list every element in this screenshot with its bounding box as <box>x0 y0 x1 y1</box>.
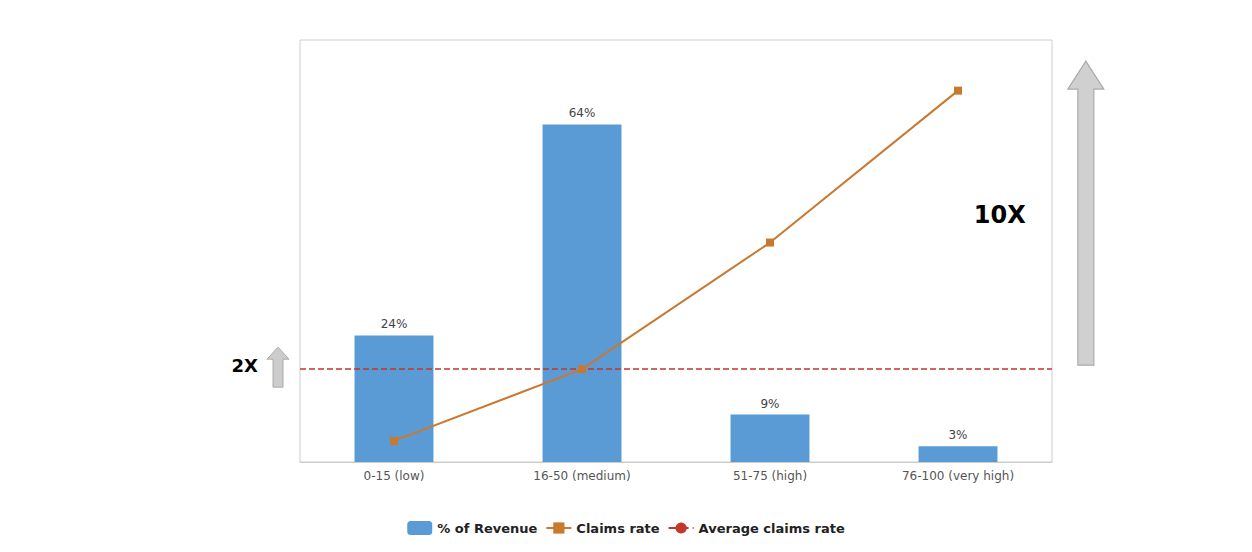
svg-text:Average claims rate: Average claims rate <box>699 521 845 536</box>
svg-text:64%: 64% <box>569 106 596 120</box>
svg-text:51-75 (high): 51-75 (high) <box>733 469 807 483</box>
svg-text:3%: 3% <box>948 428 967 442</box>
svg-text:% of Revenue: % of Revenue <box>437 521 537 536</box>
svg-text:0-15 (low): 0-15 (low) <box>364 469 425 483</box>
svg-text:9%: 9% <box>760 397 779 411</box>
svg-text:Claims rate: Claims rate <box>576 521 659 536</box>
svg-text:24%: 24% <box>381 317 408 331</box>
svg-text:16-50 (medium): 16-50 (medium) <box>533 469 630 483</box>
svg-text:10X: 10X <box>974 201 1026 229</box>
svg-text:76-100 (very high): 76-100 (very high) <box>902 469 1014 483</box>
svg-text:2X: 2X <box>232 355 259 376</box>
